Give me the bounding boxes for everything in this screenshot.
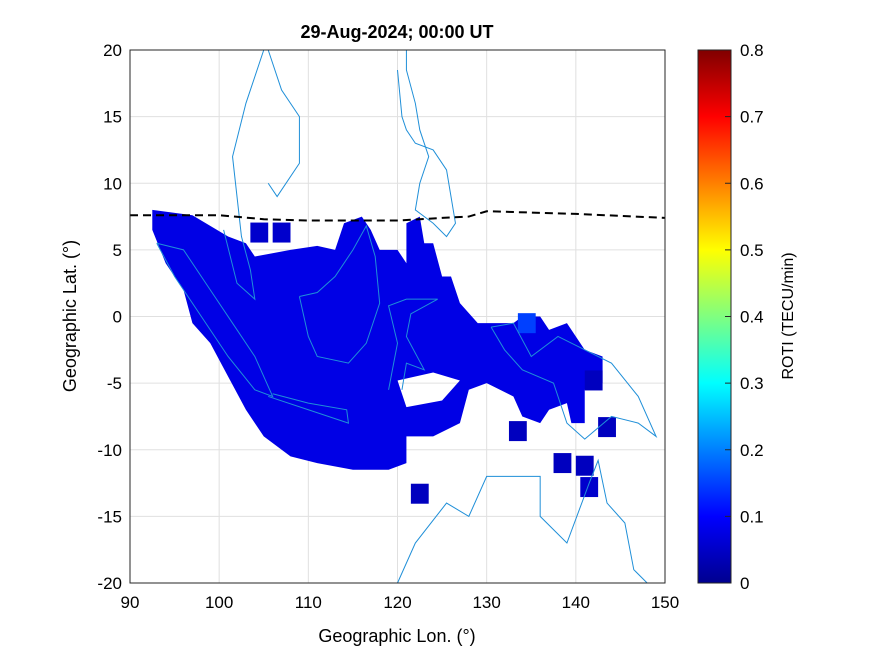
coastline xyxy=(267,49,300,198)
colorbar-label: ROTI (TECU/min) xyxy=(780,252,797,379)
y-tick-label: -5 xyxy=(107,374,122,393)
y-tick-label: 10 xyxy=(103,174,122,193)
x-tick-label: 100 xyxy=(205,593,233,612)
roti-cell xyxy=(517,313,536,334)
coastline xyxy=(387,298,438,390)
x-tick-label: 90 xyxy=(121,593,140,612)
coastline xyxy=(156,242,274,398)
roti-cell xyxy=(410,483,429,504)
roti-cell xyxy=(272,222,291,243)
colorbar-tick-label: 0.7 xyxy=(740,108,764,127)
chart-title: 29-Aug-2024; 00:00 UT xyxy=(300,22,493,42)
x-tick-label: 130 xyxy=(472,593,500,612)
colorbar-tick-label: 0.8 xyxy=(740,41,764,60)
y-tick-label: 15 xyxy=(103,108,122,127)
colorbar-tick-label: 0.4 xyxy=(740,308,764,327)
coastline xyxy=(397,458,648,584)
coastline xyxy=(298,224,381,364)
x-axis-label: Geographic Lon. (°) xyxy=(318,626,475,646)
coastline xyxy=(268,393,350,424)
colorbar-tick-label: 0.6 xyxy=(740,174,764,193)
y-tick-label: -10 xyxy=(97,441,122,460)
y-tick-label: -15 xyxy=(97,507,122,526)
roti-cell xyxy=(598,417,616,438)
y-tick-label: -20 xyxy=(97,574,122,593)
y-tick-label: 5 xyxy=(113,241,122,260)
y-tick-label: 20 xyxy=(103,41,122,60)
x-tick-label: 150 xyxy=(651,593,679,612)
y-axis-label: Geographic Lat. (°) xyxy=(60,240,80,392)
colorbar-tick-label: 0 xyxy=(740,574,749,593)
colorbar-tick-label: 0.1 xyxy=(740,507,764,526)
colorbar-tick-label: 0.3 xyxy=(740,374,764,393)
roti-cell xyxy=(575,455,594,476)
coastline xyxy=(397,50,456,238)
roti-cell xyxy=(580,477,599,498)
x-tick-label: 110 xyxy=(295,593,322,612)
colorbar-tick-label: 0.5 xyxy=(740,241,764,260)
x-tick-label: 140 xyxy=(562,593,590,612)
coastline xyxy=(490,322,658,440)
y-tick-label: 0 xyxy=(113,308,122,327)
roti-region xyxy=(152,209,603,470)
coastline xyxy=(223,49,265,301)
roti-cell xyxy=(508,421,527,442)
plot-frame xyxy=(129,49,666,584)
x-tick-label: 120 xyxy=(383,593,411,612)
roti-cell xyxy=(250,222,269,243)
roti-cell xyxy=(584,370,603,391)
colorbar-tick-label: 0.2 xyxy=(740,441,764,460)
roti-cell xyxy=(553,453,572,474)
magnetic-equator-line xyxy=(130,210,666,222)
